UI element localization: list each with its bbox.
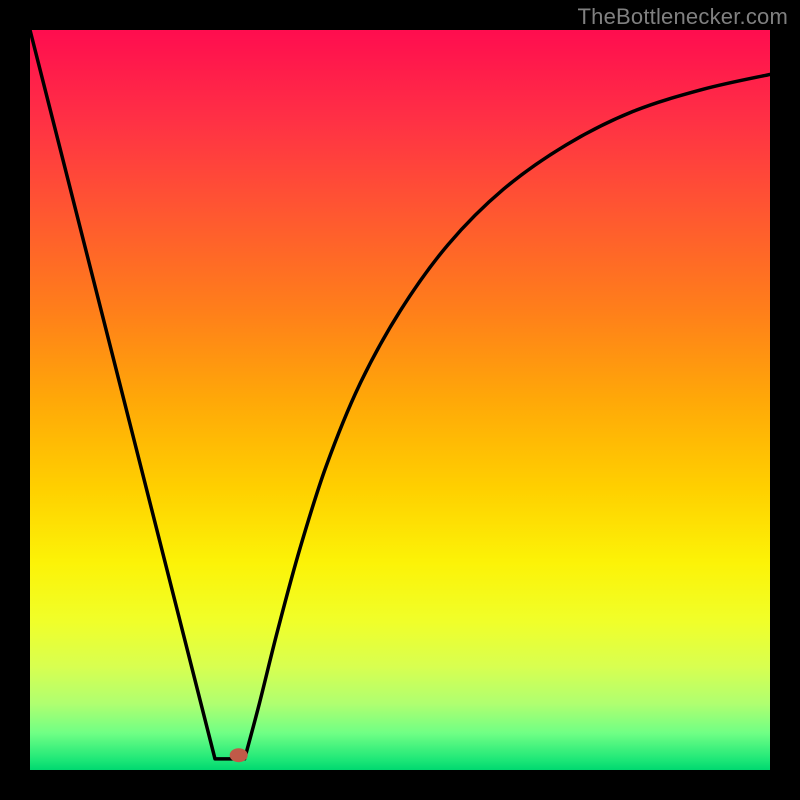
attribution-text: TheBottlenecker.com: [578, 4, 788, 30]
plot-background: [30, 30, 770, 770]
chart-container: TheBottlenecker.com: [0, 0, 800, 800]
bottleneck-chart: [0, 0, 800, 800]
optimal-point-marker: [230, 748, 248, 762]
